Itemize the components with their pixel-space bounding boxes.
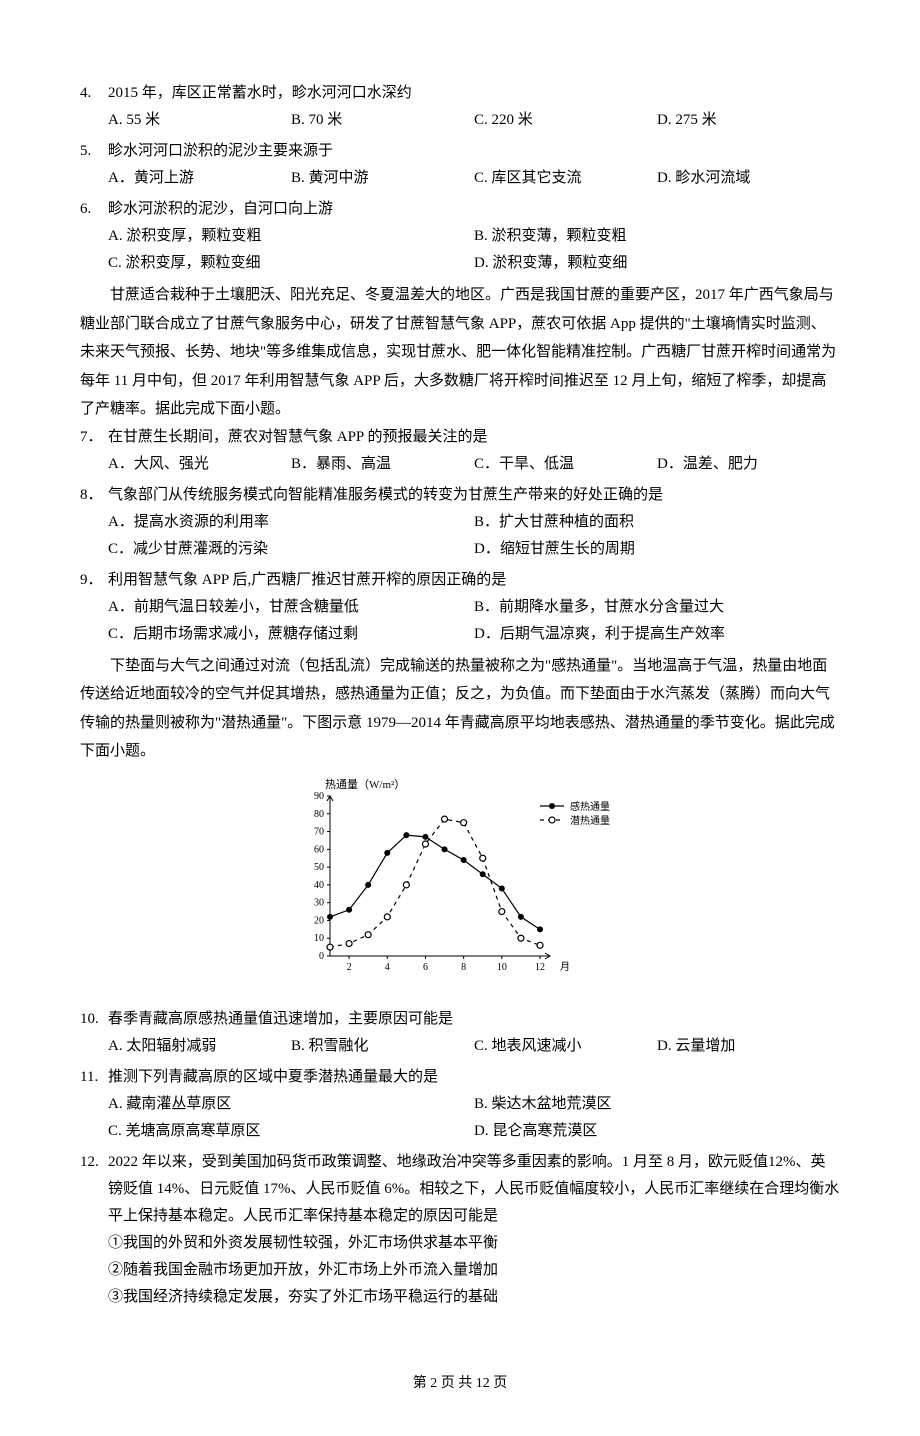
svg-text:20: 20 <box>314 915 324 926</box>
q4-number: 4. <box>80 80 108 107</box>
question-12: 12. 2022 年以来，受到美国加码货币政策调整、地缘政治冲突等多重因素的影响… <box>80 1149 840 1311</box>
q11-number: 11. <box>80 1064 108 1091</box>
svg-text:热通量（W/m²）: 热通量（W/m²） <box>325 778 405 791</box>
q12-sub-1: ①我国的外贸和外资发展韧性较强，外汇市场供求基本平衡 <box>108 1230 840 1257</box>
q7-text: 在甘蔗生长期间，蔗农对智慧气象 APP 的预报最关注的是 <box>108 424 840 451</box>
q7-opt-b: B．暴雨、高温 <box>291 451 474 478</box>
svg-text:6: 6 <box>423 962 428 973</box>
question-9: 9． 利用智慧气象 APP 后,广西糖厂推迟甘蔗开榨的原因正确的是 A．前期气温… <box>80 567 840 648</box>
svg-text:10: 10 <box>314 933 324 944</box>
q6-opt-b: B. 淤积变薄，颗粒变粗 <box>474 223 840 250</box>
svg-text:2: 2 <box>347 962 352 973</box>
q9-opt-d: D．后期气温凉爽，利于提高生产效率 <box>474 621 840 648</box>
svg-text:50: 50 <box>314 862 324 873</box>
svg-text:0: 0 <box>319 951 324 962</box>
chart-svg: 热通量（W/m²） 0 10 20 30 40 50 60 70 80 90 2 4 6 8 10 12 月 感热通… <box>280 776 640 986</box>
svg-text:月: 月 <box>560 961 570 973</box>
passage-heat-flux: 下垫面与大气之间通过对流（包括乱流）完成输送的热量被称之为"感热通量"。当地温高… <box>80 652 840 766</box>
q12-sub-2: ②随着我国金融市场更加开放，外汇市场上外币流入量增加 <box>108 1257 840 1284</box>
question-4: 4. 2015 年，库区正常蓄水时，畛水河河口水深约 A. 55 米 B. 70… <box>80 80 840 134</box>
question-5: 5. 畛水河河口淤积的泥沙主要来源于 A．黄河上游 B. 黄河中游 C. 库区其… <box>80 138 840 192</box>
q9-opt-b: B．前期降水量多，甘蔗水分含量过大 <box>474 594 840 621</box>
q8-opt-a: A．提高水资源的利用率 <box>108 509 474 536</box>
q8-opt-b: B．扩大甘蔗种植的面积 <box>474 509 840 536</box>
question-6: 6. 畛水河淤积的泥沙，自河口向上游 A. 淤积变厚，颗粒变粗 B. 淤积变薄，… <box>80 196 840 277</box>
q10-text: 春季青藏高原感热通量值迅速增加，主要原因可能是 <box>108 1006 840 1033</box>
question-8: 8． 气象部门从传统服务模式向智能精准服务模式的转变为甘蔗生产带来的好处正确的是… <box>80 482 840 563</box>
q7-opt-d: D．温差、肥力 <box>657 451 840 478</box>
q4-opt-d: D. 275 米 <box>657 107 840 134</box>
svg-text:8: 8 <box>461 962 466 973</box>
q7-number: 7． <box>80 424 108 451</box>
svg-text:60: 60 <box>314 844 324 855</box>
q11-opt-b: B. 柴达木盆地荒漠区 <box>474 1091 840 1118</box>
q5-text: 畛水河河口淤积的泥沙主要来源于 <box>108 138 840 165</box>
q8-opt-d: D．缩短甘蔗生长的周期 <box>474 536 840 563</box>
q10-number: 10. <box>80 1006 108 1033</box>
q8-text: 气象部门从传统服务模式向智能精准服务模式的转变为甘蔗生产带来的好处正确的是 <box>108 482 840 509</box>
svg-text:4: 4 <box>385 962 390 973</box>
svg-text:12: 12 <box>535 962 545 973</box>
q8-opt-c: C．减少甘蔗灌溉的污染 <box>108 536 474 563</box>
svg-text:潜热通量: 潜热通量 <box>570 814 610 827</box>
q9-opt-c: C．后期市场需求减小，蔗糖存储过剩 <box>108 621 474 648</box>
q10-opt-d: D. 云量增加 <box>657 1033 840 1060</box>
q9-text: 利用智慧气象 APP 后,广西糖厂推迟甘蔗开榨的原因正确的是 <box>108 567 840 594</box>
q11-opt-a: A. 藏南灌丛草原区 <box>108 1091 474 1118</box>
q5-opt-d: D. 畛水河流域 <box>657 165 840 192</box>
question-10: 10. 春季青藏高原感热通量值迅速增加，主要原因可能是 A. 太阳辐射减弱 B.… <box>80 1006 840 1060</box>
passage-sugarcane: 甘蔗适合栽种于土壤肥沃、阳光充足、冬夏温差大的地区。广西是我国甘蔗的重要产区，2… <box>80 281 840 424</box>
svg-text:10: 10 <box>497 962 507 973</box>
q12-sub-3: ③我国经济持续稳定发展，夯实了外汇市场平稳运行的基础 <box>108 1284 840 1311</box>
q12-text: 2022 年以来，受到美国加码货币政策调整、地缘政治冲突等多重因素的影响。1 月… <box>108 1149 840 1230</box>
svg-text:90: 90 <box>314 791 324 802</box>
q5-opt-a: A．黄河上游 <box>108 165 291 192</box>
q11-text: 推测下列青藏高原的区域中夏季潜热通量最大的是 <box>108 1064 840 1091</box>
svg-text:80: 80 <box>314 808 324 819</box>
q6-text: 畛水河淤积的泥沙，自河口向上游 <box>108 196 840 223</box>
q4-opt-c: C. 220 米 <box>474 107 657 134</box>
q4-text: 2015 年，库区正常蓄水时，畛水河河口水深约 <box>108 80 840 107</box>
question-11: 11. 推测下列青藏高原的区域中夏季潜热通量最大的是 A. 藏南灌丛草原区 B.… <box>80 1064 840 1145</box>
q6-number: 6. <box>80 196 108 223</box>
q10-opt-a: A. 太阳辐射减弱 <box>108 1033 291 1060</box>
q5-opt-c: C. 库区其它支流 <box>474 165 657 192</box>
question-7: 7． 在甘蔗生长期间，蔗农对智慧气象 APP 的预报最关注的是 A．大风、强光 … <box>80 424 840 478</box>
q9-number: 9． <box>80 567 108 594</box>
q4-opt-b: B. 70 米 <box>291 107 474 134</box>
svg-text:40: 40 <box>314 879 324 890</box>
q12-number: 12. <box>80 1149 108 1230</box>
q11-opt-d: D. 昆仑高寒荒漠区 <box>474 1118 840 1145</box>
q6-opt-d: D. 淤积变薄，颗粒变细 <box>474 250 840 277</box>
q5-number: 5. <box>80 138 108 165</box>
q4-opt-a: A. 55 米 <box>108 107 291 134</box>
q6-opt-a: A. 淤积变厚，颗粒变粗 <box>108 223 474 250</box>
page-footer: 第 2 页 共 12 页 <box>80 1371 840 1396</box>
q10-opt-b: B. 积雪融化 <box>291 1033 474 1060</box>
svg-text:70: 70 <box>314 826 324 837</box>
heat-flux-chart: 热通量（W/m²） 0 10 20 30 40 50 60 70 80 90 2 4 6 8 10 12 月 感热通… <box>80 776 840 996</box>
q6-opt-c: C. 淤积变厚，颗粒变细 <box>108 250 474 277</box>
q7-opt-c: C．干旱、低温 <box>474 451 657 478</box>
q9-opt-a: A．前期气温日较差小，甘蔗含糖量低 <box>108 594 474 621</box>
q5-opt-b: B. 黄河中游 <box>291 165 474 192</box>
q10-opt-c: C. 地表风速减小 <box>474 1033 657 1060</box>
q7-opt-a: A．大风、强光 <box>108 451 291 478</box>
q8-number: 8． <box>80 482 108 509</box>
svg-text:感热通量: 感热通量 <box>570 800 610 813</box>
svg-text:30: 30 <box>314 897 324 908</box>
q11-opt-c: C. 羌塘高原高寒草原区 <box>108 1118 474 1145</box>
